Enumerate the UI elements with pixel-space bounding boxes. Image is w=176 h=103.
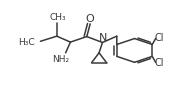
Text: O: O	[85, 14, 94, 24]
Text: Cl: Cl	[154, 58, 164, 68]
Text: N: N	[99, 33, 107, 43]
Text: NH₂: NH₂	[52, 55, 70, 64]
Text: H₃C: H₃C	[18, 38, 35, 47]
Text: CH₃: CH₃	[50, 13, 67, 22]
Text: Cl: Cl	[154, 33, 164, 43]
